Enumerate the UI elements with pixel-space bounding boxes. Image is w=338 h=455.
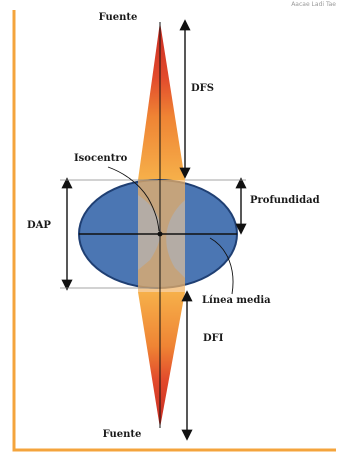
- isocenter-label: Isocentro: [74, 153, 128, 164]
- midline-label: Línea media: [202, 295, 271, 306]
- dfs-label: DFS: [191, 83, 214, 94]
- header-faint-text: Aacae Ladi Tae: [291, 1, 336, 8]
- depth-label: Profundidad: [250, 195, 320, 206]
- bottom-source-label: Fuente: [103, 429, 142, 440]
- isocenter-leader: [107, 166, 160, 232]
- frame-border: [12, 10, 336, 452]
- top-beam: [138, 22, 185, 180]
- dap-label: DAP: [27, 220, 51, 231]
- isocenter-point: [157, 231, 163, 237]
- top-source-label: Fuente: [99, 12, 138, 23]
- bottom-beam: [138, 292, 185, 428]
- field-overlap-right: [166, 200, 185, 278]
- dfi-label: DFI: [203, 333, 224, 344]
- midline-leader: [209, 237, 234, 295]
